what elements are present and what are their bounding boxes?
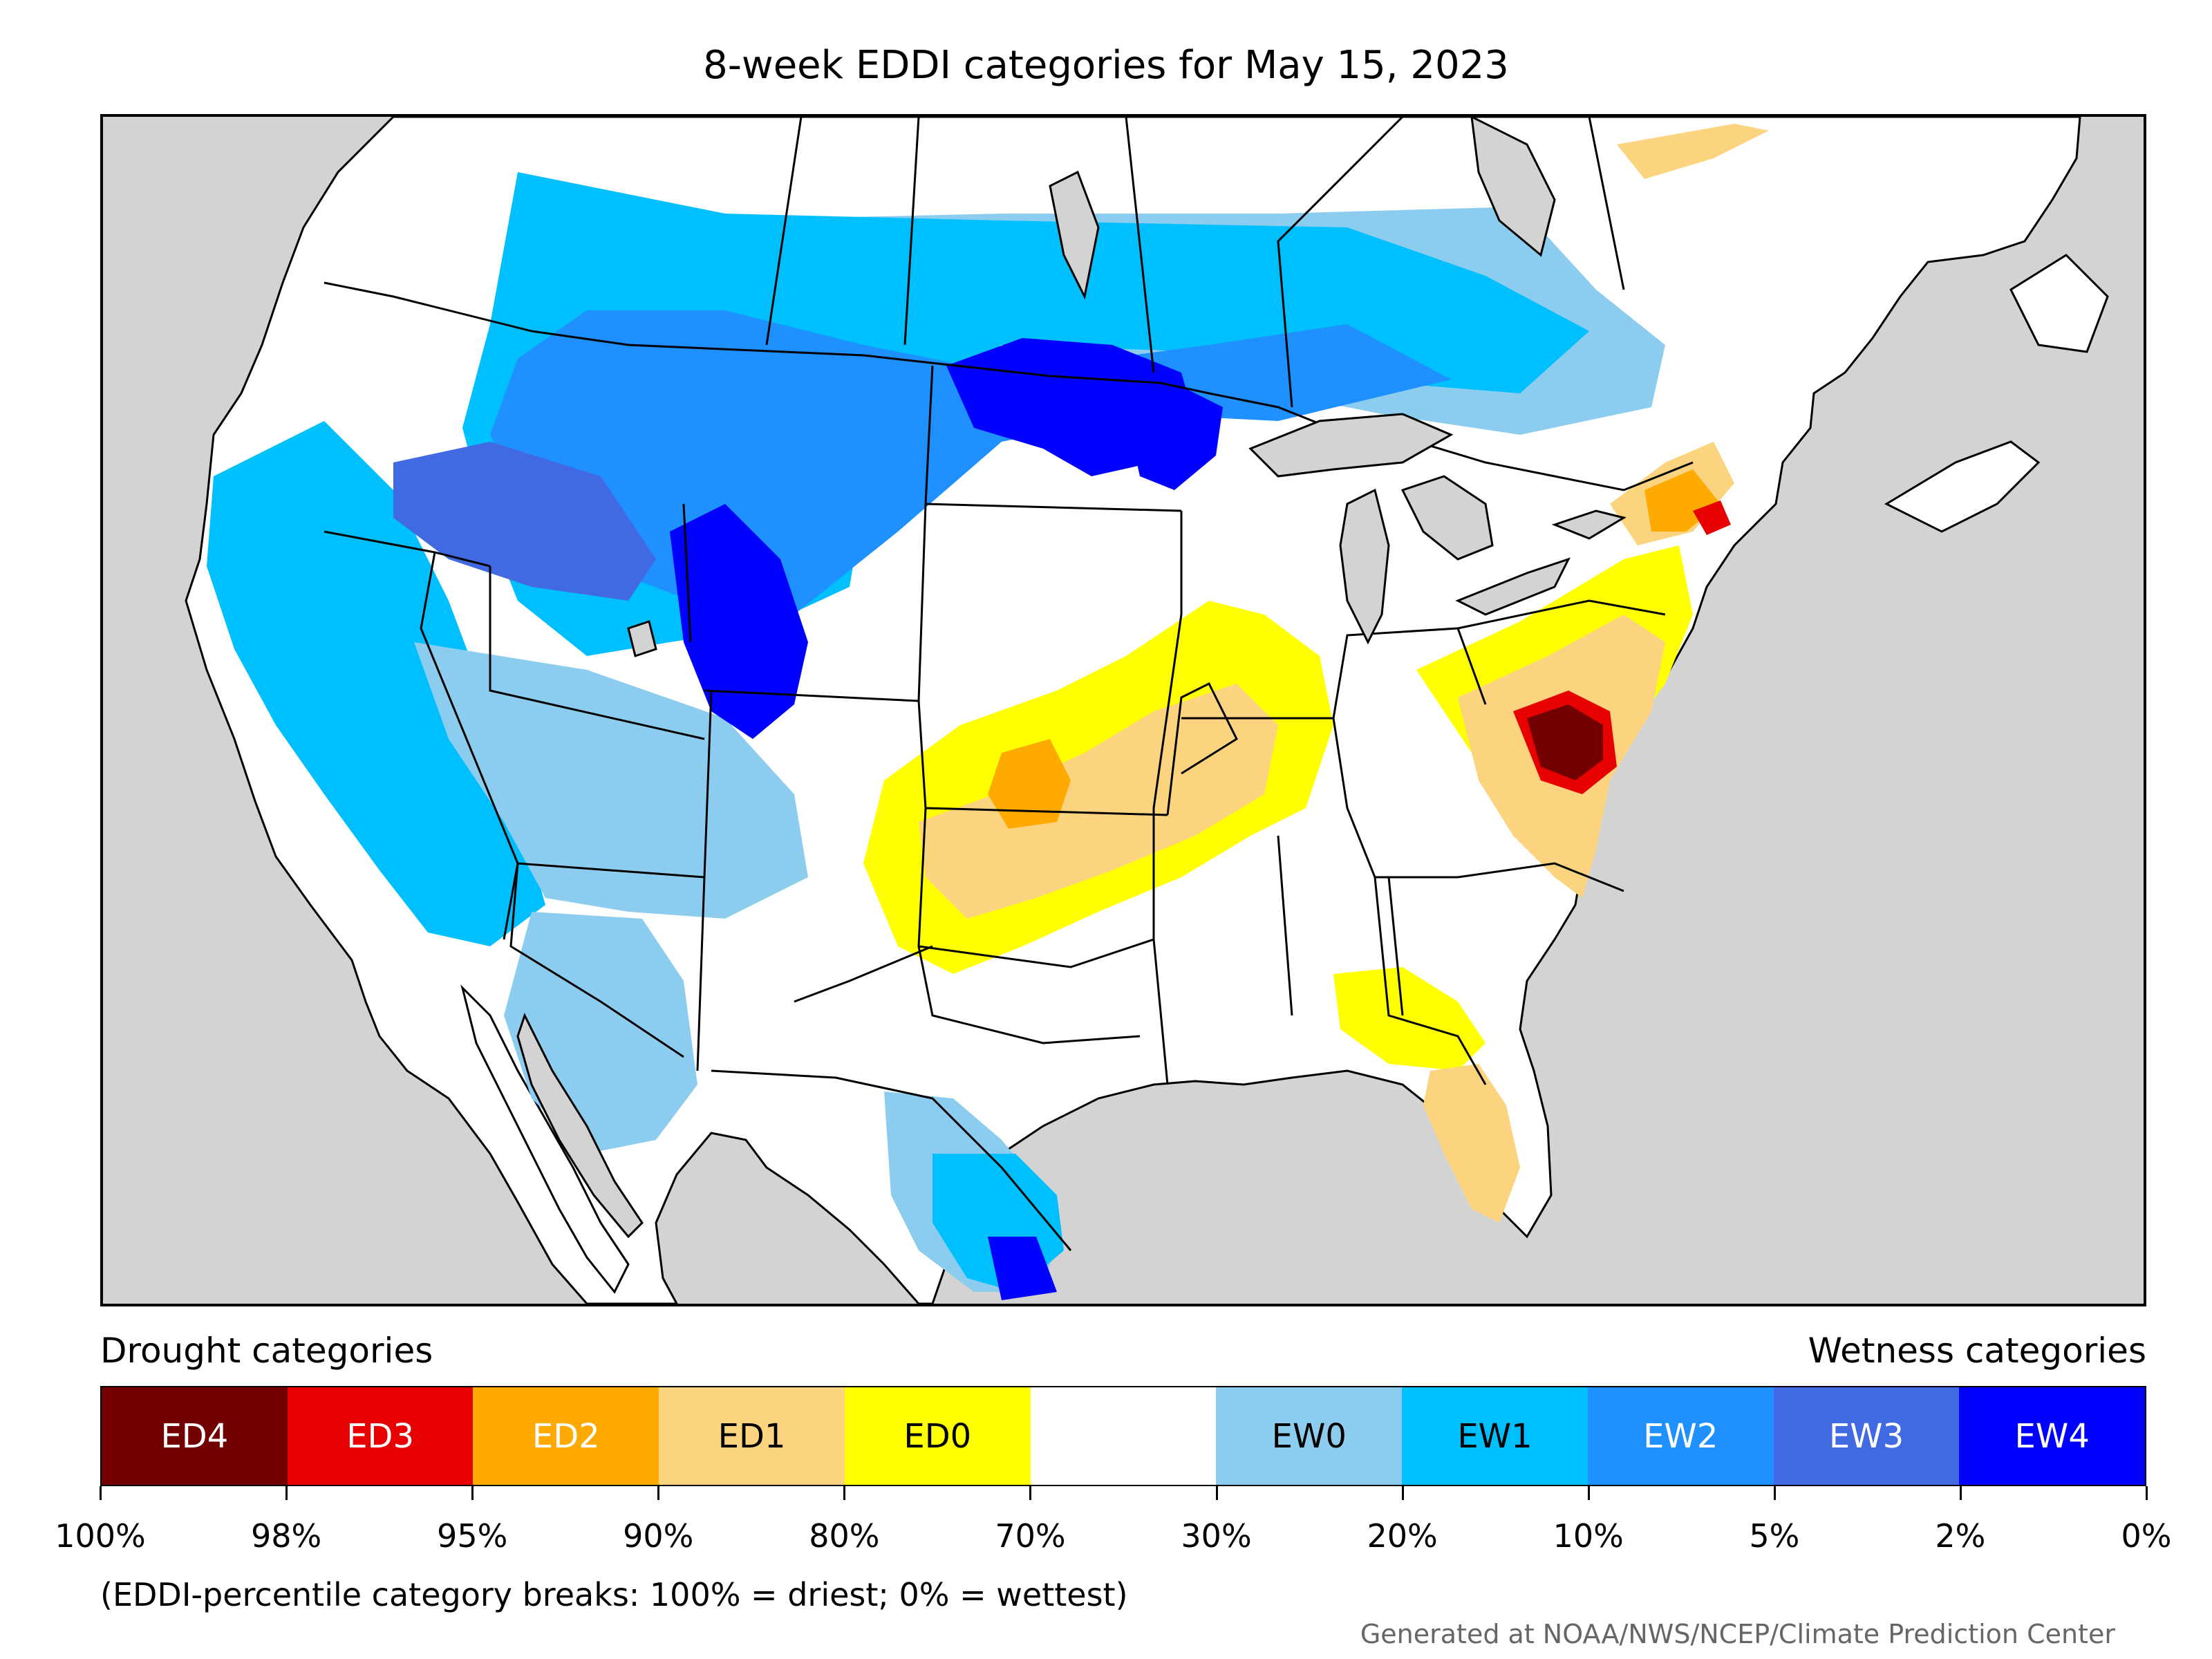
map-svg: [185, 117, 2109, 1304]
ed4-virginia: [1527, 704, 1603, 780]
newfoundland: [2009, 254, 2109, 353]
legend-tick: [1401, 1486, 1404, 1500]
legend-tick: [1959, 1486, 1962, 1500]
water-layer: [516, 117, 1627, 1239]
legend-cell-ew4: EW4: [1959, 1387, 2146, 1485]
ew1-west-coast: [207, 421, 545, 946]
ew4-minnesota-east: [1126, 386, 1223, 490]
legend-tick: [2146, 1486, 2148, 1500]
wetness-categories-heading: Wetness categories: [1808, 1331, 2146, 1371]
legend-break-label: 20%: [1367, 1517, 1438, 1555]
baja-california: [460, 984, 630, 1294]
ed0-northern-quebec: [1617, 124, 1769, 179]
legend-tick: [471, 1486, 474, 1500]
lake-winnipeg: [1049, 170, 1100, 300]
state-borders-central: [794, 511, 1238, 1085]
legend-cell-ed3: ED3: [287, 1387, 474, 1485]
ed2-kansas: [988, 739, 1071, 829]
legend-cell-ew3: EW3: [1773, 1387, 1960, 1485]
legend-cell-ed4: ED4: [102, 1387, 288, 1485]
legend-tick: [657, 1486, 660, 1500]
province-borders: [765, 117, 1625, 408]
legend-tick: [1773, 1486, 1776, 1500]
legend-break-label: 5%: [1749, 1517, 1800, 1555]
ew3-texas-coast: [988, 1237, 1057, 1300]
legend-ticks: [100, 1486, 2148, 1500]
legend-cell-ew2: EW2: [1587, 1387, 1774, 1485]
lake-michigan: [1339, 488, 1390, 645]
legend-cell-ed0: ED0: [844, 1387, 1031, 1485]
legend-tick: [843, 1486, 846, 1500]
lake-superior: [1248, 413, 1454, 478]
legend-break-label: 2%: [1935, 1517, 1986, 1555]
legend-tick: [1029, 1486, 1032, 1500]
canada-us-border: [324, 281, 1694, 491]
ew4-wyoming: [670, 504, 808, 739]
nova-scotia: [1884, 440, 2041, 533]
category-legend: ED4 ED3 ED2 ED1 ED0 EW0 EW1 EW2 EW3 EW4: [100, 1386, 2146, 1486]
ed3-rhode-island: [1693, 500, 1731, 535]
category-shading: [207, 124, 1769, 1300]
drought-categories-heading: Drought categories: [100, 1331, 433, 1371]
legend-cell-ed2: ED2: [473, 1387, 659, 1485]
border-lines: [324, 117, 1694, 1251]
state-borders-east: [1181, 599, 1666, 1085]
legend-tick: [285, 1486, 288, 1500]
legend-cell-normal: [1030, 1387, 1217, 1485]
lake-erie: [1455, 557, 1571, 616]
legend-break-label: 30%: [1181, 1517, 1252, 1555]
legend-break-label: 90%: [623, 1517, 694, 1555]
legend-break-label: 10%: [1553, 1517, 1624, 1555]
legend-tick: [1215, 1486, 1218, 1500]
gulf-of-california: [516, 1013, 644, 1239]
legend-cell-ew1: EW1: [1402, 1387, 1588, 1485]
legend-break-label: 95%: [437, 1517, 508, 1555]
eddi-map: [100, 114, 2146, 1306]
legend-break-label: 70%: [995, 1517, 1066, 1555]
legend-break-label: 0%: [2121, 1517, 2172, 1555]
legend-break-label: 80%: [809, 1517, 880, 1555]
lake-huron: [1400, 475, 1494, 561]
legend-cell-ew0: EW0: [1216, 1387, 1403, 1485]
category-breaks-note: (EDDI-percentile category breaks: 100% =…: [100, 1576, 1128, 1613]
state-borders-texas: [711, 946, 1141, 1251]
great-salt-lake: [627, 620, 657, 657]
legend-tick: [1587, 1486, 1590, 1500]
state-borders-west: [324, 365, 1182, 1071]
legend-tick: [100, 1486, 102, 1500]
ew3-idaho: [393, 442, 656, 601]
legend-break-label: 98%: [250, 1517, 322, 1555]
james-bay: [1470, 117, 1556, 257]
lake-ontario: [1551, 509, 1627, 540]
ew0-great-basin: [414, 642, 808, 919]
ed1-kansas-missouri: [919, 684, 1278, 919]
map-title: 8-week EDDI categories for May 15, 2023: [703, 43, 1509, 88]
ed0-southeast: [1333, 967, 1485, 1071]
legend-cell-ed1: ED1: [659, 1387, 845, 1485]
ed1-florida: [1423, 1064, 1520, 1223]
credit-line: Generated at NOAA/NWS/NCEP/Climate Predi…: [1360, 1619, 2115, 1649]
legend-break-label: 100%: [55, 1517, 146, 1555]
